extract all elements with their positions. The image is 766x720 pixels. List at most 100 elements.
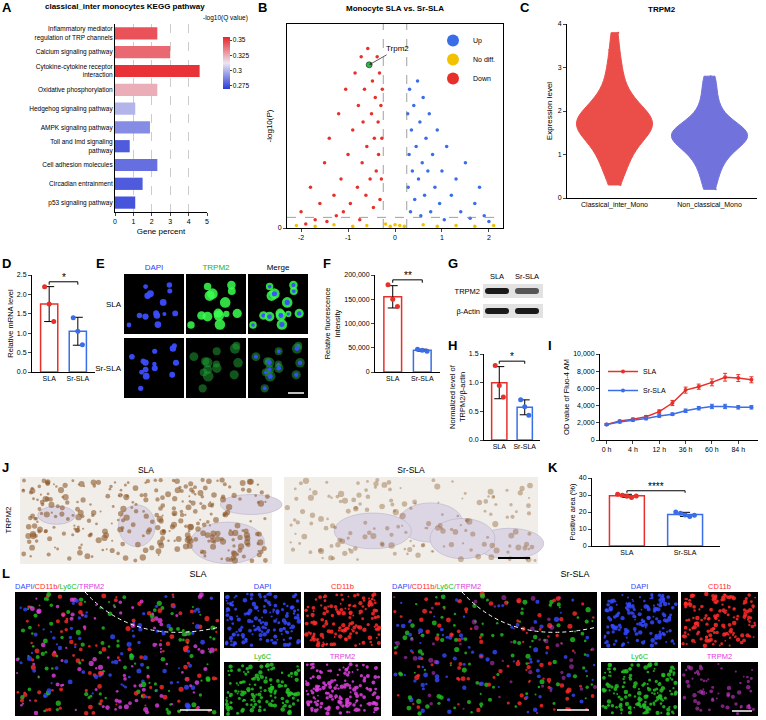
svg-text:6,000: 6,000 xyxy=(577,385,595,392)
svg-text:Toll and Imd signalingpathway: Toll and Imd signalingpathway xyxy=(50,138,113,154)
svg-text:Sr-SLA: Sr-SLA xyxy=(95,364,121,373)
svg-text:Oxidative phosphorylation: Oxidative phosphorylation xyxy=(38,86,113,94)
svg-text:**: ** xyxy=(404,270,412,281)
svg-text:AMPK signaling pathway: AMPK signaling pathway xyxy=(41,124,114,132)
svg-text:84 h: 84 h xyxy=(731,446,745,453)
svg-text:classical_inter monocytes KEGG: classical_inter monocytes KEGG pathway xyxy=(45,2,205,11)
svg-text:C: C xyxy=(520,0,530,15)
svg-text:Up: Up xyxy=(473,37,482,45)
svg-text:SLA: SLA xyxy=(43,375,57,382)
svg-text:5: 5 xyxy=(205,218,209,225)
svg-text:L: L xyxy=(2,566,10,581)
svg-text:DAPI: DAPI xyxy=(145,263,164,272)
svg-text:60 h: 60 h xyxy=(705,446,719,453)
svg-text:SLA: SLA xyxy=(106,300,122,309)
svg-text:1.0: 1.0 xyxy=(469,379,479,386)
svg-text:150,000: 150,000 xyxy=(344,296,369,303)
svg-text:1.5: 1.5 xyxy=(17,310,27,317)
svg-text:SLA: SLA xyxy=(386,375,400,382)
svg-text:1: 1 xyxy=(440,234,444,241)
svg-text:0: 0 xyxy=(393,234,397,241)
svg-text:3: 3 xyxy=(168,218,172,225)
svg-text:Trpm2: Trpm2 xyxy=(386,44,409,53)
svg-text:8,000: 8,000 xyxy=(577,368,595,375)
svg-text:2: 2 xyxy=(487,234,491,241)
svg-text:Hedgehog signaling pathway: Hedgehog signaling pathway xyxy=(29,105,113,113)
svg-text:TRPM2: TRPM2 xyxy=(202,263,230,272)
svg-text:4,000: 4,000 xyxy=(577,402,595,409)
svg-text:40: 40 xyxy=(579,474,587,481)
svg-text:1.0: 1.0 xyxy=(17,330,27,337)
svg-text:Merge: Merge xyxy=(267,263,290,272)
svg-text:0.325: 0.325 xyxy=(233,52,250,59)
svg-text:K: K xyxy=(548,460,558,475)
svg-text:DAPI: DAPI xyxy=(254,582,272,591)
svg-text:0.5: 0.5 xyxy=(17,349,27,356)
svg-text:Relative mRNA level: Relative mRNA level xyxy=(6,289,15,358)
svg-text:****: **** xyxy=(648,481,664,492)
svg-text:DAPI/CD11b/Ly6C/TRPM2: DAPI/CD11b/Ly6C/TRPM2 xyxy=(15,582,104,591)
svg-text:12 h: 12 h xyxy=(652,446,666,453)
svg-text:Sr-SLA: Sr-SLA xyxy=(397,465,425,475)
svg-text:*: * xyxy=(510,351,514,362)
svg-text:3: 3 xyxy=(558,64,562,71)
svg-text:1: 1 xyxy=(131,218,135,225)
svg-text:Down: Down xyxy=(473,75,491,82)
svg-text:2: 2 xyxy=(150,218,154,225)
svg-text:0.0: 0.0 xyxy=(17,368,27,375)
svg-text:Cytokine-cytokine receptorinte: Cytokine-cytokine receptorinteraction xyxy=(36,63,114,78)
svg-text:No diff.: No diff. xyxy=(473,56,495,63)
svg-text:2.0: 2.0 xyxy=(17,291,27,298)
svg-text:4: 4 xyxy=(187,218,191,225)
svg-text:2: 2 xyxy=(558,107,562,114)
svg-text:CD11b: CD11b xyxy=(708,582,731,591)
svg-text:SLA: SLA xyxy=(490,272,504,281)
svg-text:TRPM2: TRPM2 xyxy=(707,652,732,661)
svg-text:Sr-SLA: Sr-SLA xyxy=(411,375,434,382)
svg-text:0: 0 xyxy=(583,542,587,549)
svg-text:B: B xyxy=(258,0,267,15)
svg-text:TRPM2: TRPM2 xyxy=(330,652,355,661)
svg-text:Sr-SLA: Sr-SLA xyxy=(674,549,697,556)
svg-text:SLA: SLA xyxy=(138,465,154,475)
svg-text:30: 30 xyxy=(579,491,587,498)
svg-text:Sr-SLA: Sr-SLA xyxy=(515,272,539,281)
svg-text:J: J xyxy=(2,460,9,475)
svg-text:Expression level: Expression level xyxy=(545,82,554,140)
svg-text:SLA: SLA xyxy=(620,549,634,556)
svg-text:Inflammatory mediatorregulatio: Inflammatory mediatorregulation of TRP c… xyxy=(35,25,114,41)
svg-text:TRPM2: TRPM2 xyxy=(455,287,480,296)
svg-text:DAPI: DAPI xyxy=(631,582,649,591)
svg-text:Monocyte SLA vs. Sr-SLA: Monocyte SLA vs. Sr-SLA xyxy=(346,4,444,13)
svg-text:0: 0 xyxy=(366,368,370,375)
svg-text:1.5: 1.5 xyxy=(469,350,479,357)
svg-text:Sr-SLA: Sr-SLA xyxy=(67,375,90,382)
svg-text:Calcium signaling pathway: Calcium signaling pathway xyxy=(36,48,114,56)
svg-text:0.0: 0.0 xyxy=(469,436,479,443)
svg-text:SLA: SLA xyxy=(493,443,507,450)
svg-text:TRPM2: TRPM2 xyxy=(4,506,13,534)
svg-text:0: 0 xyxy=(558,194,562,201)
svg-text:Relative fluorescenceintensity: Relative fluorescenceintensity xyxy=(323,288,342,360)
svg-text:Normalized level ofTRPM2/β-act: Normalized level ofTRPM2/β-actin xyxy=(448,364,467,429)
svg-text:20: 20 xyxy=(579,508,587,515)
svg-text:Gene percent: Gene percent xyxy=(137,227,186,236)
svg-text:OD value of Fluo-4 AM: OD value of Fluo-4 AM xyxy=(562,359,571,435)
svg-text:Sr-SLA: Sr-SLA xyxy=(513,443,536,450)
svg-text:-log10(P): -log10(P) xyxy=(265,109,274,142)
svg-text:Circadian entrainment: Circadian entrainment xyxy=(49,180,113,187)
svg-text:4: 4 xyxy=(558,20,562,27)
svg-text:CD11b: CD11b xyxy=(331,582,354,591)
svg-text:-1: -1 xyxy=(345,234,351,241)
svg-text:1: 1 xyxy=(558,151,562,158)
svg-text:0.5: 0.5 xyxy=(469,408,479,415)
svg-text:Classical_inter_Mono: Classical_inter_Mono xyxy=(581,201,648,209)
svg-text:I: I xyxy=(548,338,552,353)
svg-text:0.275: 0.275 xyxy=(233,82,250,89)
svg-text:Cell adhesion molecules: Cell adhesion molecules xyxy=(42,161,113,168)
svg-text:2.5: 2.5 xyxy=(17,271,27,278)
svg-text:0.35: 0.35 xyxy=(233,36,246,43)
svg-text:D: D xyxy=(2,256,11,271)
svg-text:SLA: SLA xyxy=(189,569,206,579)
svg-text:*: * xyxy=(62,272,66,283)
